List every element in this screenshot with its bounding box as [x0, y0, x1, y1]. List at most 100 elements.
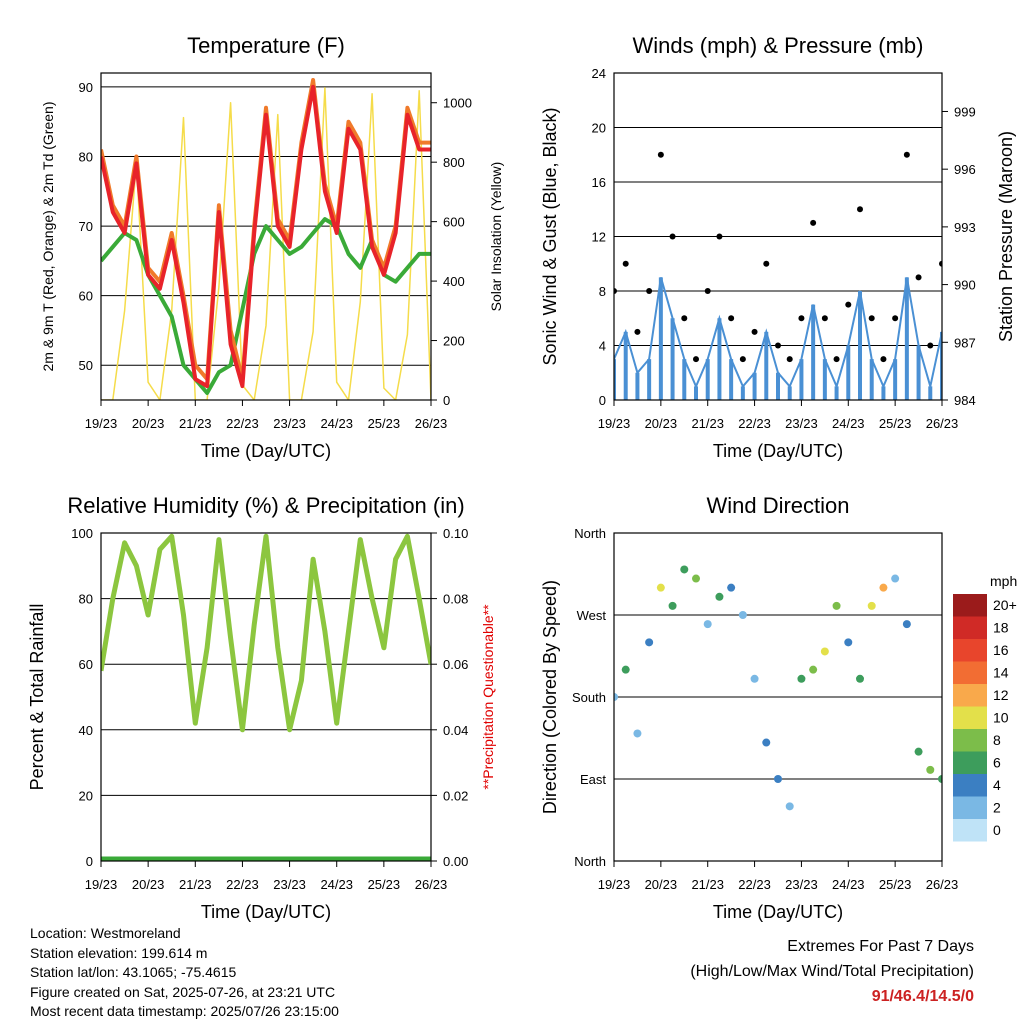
legend-swatch: [953, 616, 987, 639]
gust-point: [775, 342, 781, 349]
x-tick-label: 25/23: [368, 416, 401, 431]
y2-tick-label: 996: [954, 162, 976, 177]
gust-point: [763, 260, 770, 267]
y-tick-label: North: [574, 526, 606, 541]
y-tick-label: 8: [599, 284, 606, 299]
legend-swatch: [953, 751, 987, 774]
gust-point: [728, 315, 735, 322]
y-axis-label: 2m & 9m T (Red, Orange) & 2m Td (Green): [40, 102, 56, 372]
plot-frame: [100, 532, 432, 862]
plot-frame: [100, 72, 432, 401]
gust-point: [739, 356, 746, 363]
temp9m-line: [101, 78, 431, 382]
y-tick-label: 50: [79, 358, 93, 373]
y-tick-label: 20: [592, 121, 606, 136]
x-tick-label: 23/23: [785, 416, 818, 431]
x-tick-label: 20/23: [645, 416, 678, 431]
gust-point: [892, 315, 899, 322]
plot-frame: [613, 532, 943, 862]
chart-title: Temperature (F): [187, 33, 345, 58]
x-axis-label: Time (Day/UTC): [713, 902, 843, 922]
chart-panel-1: Winds (mph) & Pressure (mb) 0 4 8 12 16 20 24 98…: [540, 33, 1016, 461]
wind-line: [614, 277, 942, 390]
series-group: [614, 151, 942, 400]
y-tick-label: 90: [79, 80, 93, 95]
series-group: [614, 565, 942, 811]
y2-tick-label: 0.06: [443, 657, 468, 672]
gust-point: [857, 206, 863, 213]
extremes-value: 91/46.4/14.5/0: [871, 988, 974, 1005]
legend-label: 6: [993, 755, 1001, 771]
gust-point: [798, 315, 805, 322]
legend-swatch: [953, 819, 987, 842]
direction-point: [879, 583, 888, 592]
x-tick-label: 19/23: [85, 877, 118, 892]
y2-axis-label: **Precipitation Questionable**: [480, 604, 496, 790]
x-tick-label: 23/23: [273, 416, 306, 431]
y2-tick-label: 0.00: [443, 854, 468, 869]
x-tick-label: 24/23: [832, 877, 865, 892]
x-tick-label: 21/23: [179, 877, 212, 892]
gust-point: [646, 288, 653, 294]
y2-tick-label: 984: [954, 393, 976, 408]
y2-tick-label: 0.02: [443, 788, 468, 803]
y2-tick-label: 0.10: [443, 526, 468, 541]
direction-point: [844, 638, 853, 647]
gust-point: [915, 274, 922, 281]
y2-tick-label: 0.08: [443, 592, 468, 607]
speed-legend: mph 20+ 18 16 14 12 10 8 6 4 2 0: [953, 573, 1017, 842]
gust-point: [614, 288, 617, 294]
x-tick-label: 21/23: [179, 416, 212, 431]
gust-point: [704, 288, 711, 294]
gust-point: [868, 315, 875, 322]
info-recent: Most recent data timestamp: 2025/07/26 2…: [30, 1003, 339, 1019]
x-tick-label: 22/23: [738, 416, 771, 431]
chart-title: Wind Direction: [706, 493, 849, 518]
x-tick-label: 24/23: [320, 416, 353, 431]
chart-panel-2: Relative Humidity (%) & Precipitation (i…: [27, 493, 496, 922]
direction-point: [750, 674, 759, 683]
direction-point: [645, 638, 654, 647]
y-tick-label: North: [574, 854, 606, 869]
y2-tick-label: 990: [954, 278, 976, 293]
y2-tick-label: 999: [954, 104, 976, 119]
x-tick-label: 22/23: [226, 416, 259, 431]
direction-point: [820, 647, 829, 656]
gust-point: [810, 219, 817, 226]
gust-point: [927, 342, 934, 349]
y-tick-label: 12: [592, 230, 606, 245]
legend-label: 0: [993, 822, 1001, 838]
legend-title: mph: [990, 573, 1017, 589]
y2-tick-label: 0: [443, 393, 450, 408]
direction-point: [621, 665, 630, 674]
rh-line: [101, 533, 431, 733]
legend-swatch: [953, 774, 987, 797]
direction-point: [668, 601, 677, 610]
extremes-panel: Extremes For Past 7 Days (High/Low/Max W…: [690, 934, 974, 1009]
y-tick-label: 80: [79, 149, 93, 164]
y2-tick-label: 0.04: [443, 723, 468, 738]
y-tick-label: 16: [592, 175, 606, 190]
y2-tick-label: 200: [443, 334, 465, 349]
x-tick-label: 26/23: [415, 877, 448, 892]
y-axis-label: Sonic Wind & Gust (Blue, Black): [540, 107, 560, 365]
direction-point: [727, 583, 736, 592]
gust-point: [622, 260, 629, 267]
y-tick-label: East: [580, 772, 606, 787]
x-tick-label: 19/23: [598, 416, 631, 431]
x-axis-label: Time (Day/UTC): [713, 441, 843, 461]
direction-point: [914, 747, 923, 756]
gust-point: [845, 301, 852, 308]
info-elevation: Station elevation: 199.614 m: [30, 944, 208, 961]
x-tick-label: 25/23: [879, 877, 912, 892]
legend-label: 20+: [993, 597, 1017, 613]
chart-title: Relative Humidity (%) & Precipitation (i…: [67, 493, 464, 518]
x-tick-label: 21/23: [691, 877, 724, 892]
series-group: [101, 78, 431, 400]
x-tick-label: 24/23: [320, 877, 353, 892]
x-tick-label: 21/23: [691, 416, 724, 431]
gust-point: [681, 315, 688, 322]
gust-point: [939, 260, 942, 267]
direction-point: [902, 620, 911, 629]
extremes-title: Extremes For Past 7 Days: [787, 938, 974, 955]
